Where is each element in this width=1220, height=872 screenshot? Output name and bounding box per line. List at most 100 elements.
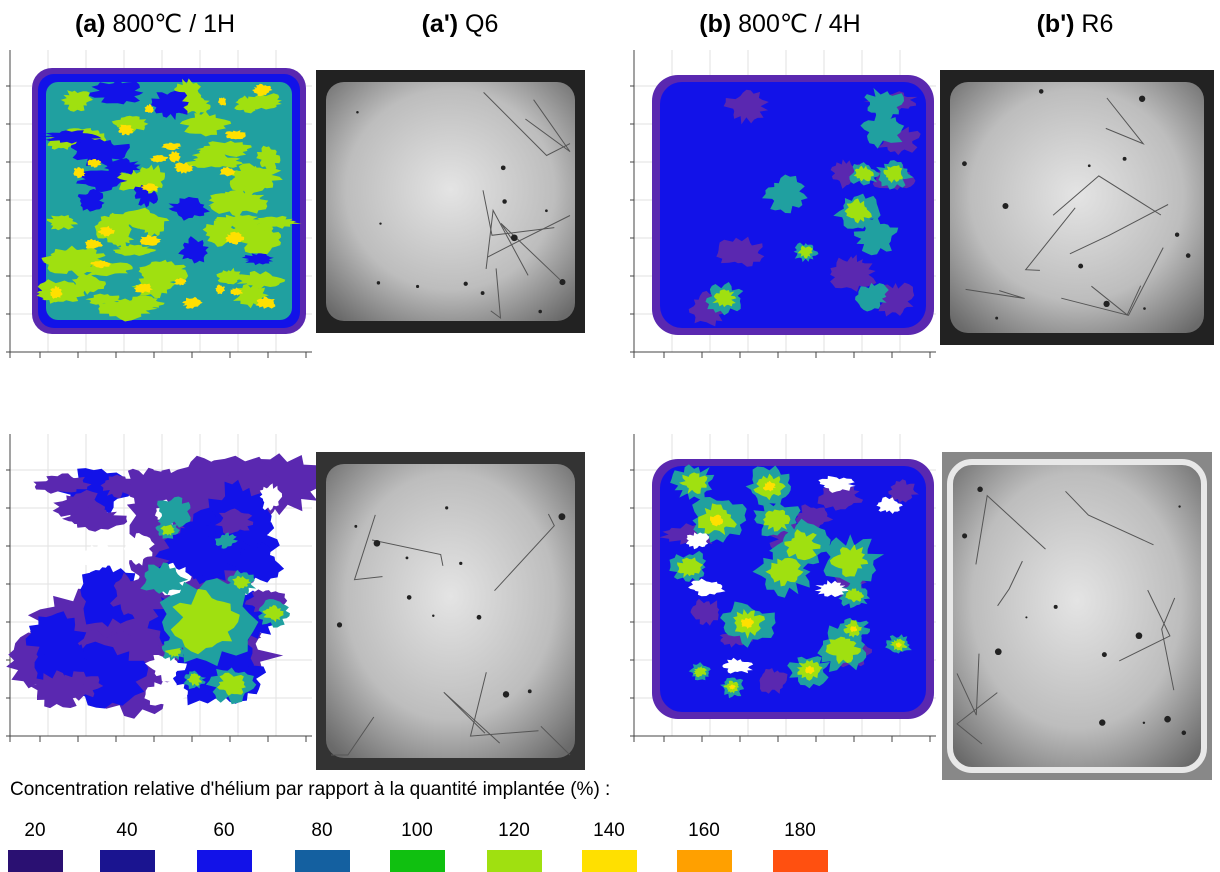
contour xyxy=(693,666,708,678)
contour xyxy=(30,670,88,709)
contour xyxy=(762,174,808,214)
defect xyxy=(1002,203,1009,210)
defect xyxy=(502,199,507,204)
defect xyxy=(1178,505,1181,508)
contour xyxy=(97,225,115,237)
defect xyxy=(558,513,566,521)
defect xyxy=(1164,715,1171,723)
defect xyxy=(995,316,999,320)
defect xyxy=(480,291,485,295)
defect xyxy=(559,279,566,286)
contour-map xyxy=(6,50,312,358)
contour xyxy=(52,489,106,525)
contour xyxy=(690,598,720,626)
contour xyxy=(46,214,79,231)
defect xyxy=(379,222,382,225)
contour-map xyxy=(630,434,936,742)
contour xyxy=(70,136,130,166)
legend-swatch xyxy=(8,850,63,872)
contour xyxy=(876,496,903,514)
grain-boundary xyxy=(353,514,383,581)
defect xyxy=(476,614,482,620)
legend-label: 100 xyxy=(401,820,433,841)
contour xyxy=(723,89,769,125)
contour xyxy=(161,142,182,151)
defect xyxy=(527,689,532,694)
contour xyxy=(49,286,63,299)
contour xyxy=(112,244,157,256)
panel-title: (b') R6 xyxy=(1037,10,1114,38)
contour xyxy=(241,252,274,266)
contour xyxy=(145,654,187,682)
defect xyxy=(1142,721,1146,725)
defect xyxy=(1181,730,1187,736)
grain-boundary xyxy=(443,691,501,744)
legend-swatch xyxy=(197,850,252,872)
legend-label: 120 xyxy=(498,820,530,841)
contour xyxy=(33,473,92,494)
legend-label: 80 xyxy=(311,820,332,841)
contour xyxy=(160,524,175,536)
contour xyxy=(108,207,170,230)
contour xyxy=(763,480,776,492)
grain-boundary xyxy=(483,92,571,157)
micrograph-image xyxy=(326,464,575,758)
contour xyxy=(174,277,187,286)
contour xyxy=(89,78,144,105)
contour xyxy=(797,245,813,259)
contour xyxy=(722,657,754,674)
defect xyxy=(977,486,983,493)
panel-tag: (a') xyxy=(422,10,459,38)
defect xyxy=(1099,719,1106,726)
contour xyxy=(219,166,236,177)
defect xyxy=(445,506,449,510)
micrograph xyxy=(940,70,1214,345)
defect xyxy=(1174,232,1180,237)
defect xyxy=(994,648,1002,656)
legend-label: 40 xyxy=(116,820,137,841)
legend-label: 20 xyxy=(24,820,45,841)
contour xyxy=(864,87,904,122)
contour xyxy=(123,533,155,566)
contour xyxy=(216,672,246,696)
grain-boundary xyxy=(1024,207,1076,271)
contour xyxy=(895,642,902,648)
contour xyxy=(170,588,240,655)
defect xyxy=(962,533,968,539)
defect xyxy=(405,556,409,560)
defect xyxy=(1135,632,1143,640)
contour xyxy=(100,474,133,499)
panel-tag: (a) xyxy=(75,10,106,38)
grain-boundary xyxy=(494,513,555,592)
contour xyxy=(182,296,203,309)
contour xyxy=(710,514,724,527)
contour xyxy=(712,289,737,308)
contour xyxy=(168,196,210,221)
contour xyxy=(215,508,254,535)
contour xyxy=(225,231,245,245)
grain-boundary xyxy=(1061,247,1164,316)
contour xyxy=(87,159,102,168)
contour xyxy=(110,572,148,616)
contour xyxy=(144,103,154,113)
contour xyxy=(855,282,889,312)
legend-swatch xyxy=(100,850,155,872)
legend-swatch xyxy=(582,850,637,872)
grain-boundary xyxy=(469,672,539,737)
contour xyxy=(76,170,128,192)
grain-boundary xyxy=(1091,285,1142,316)
contour xyxy=(741,617,754,629)
contour xyxy=(179,111,232,137)
contour xyxy=(860,110,905,149)
contour xyxy=(814,580,849,597)
contour xyxy=(118,124,135,136)
contour xyxy=(84,238,103,249)
grain-boundary xyxy=(371,539,444,566)
defect xyxy=(500,165,506,171)
contour xyxy=(230,287,243,296)
contour xyxy=(80,541,119,573)
defect xyxy=(1025,616,1028,619)
grain-boundary xyxy=(997,560,1023,607)
panel-tag: (b) xyxy=(699,10,731,38)
